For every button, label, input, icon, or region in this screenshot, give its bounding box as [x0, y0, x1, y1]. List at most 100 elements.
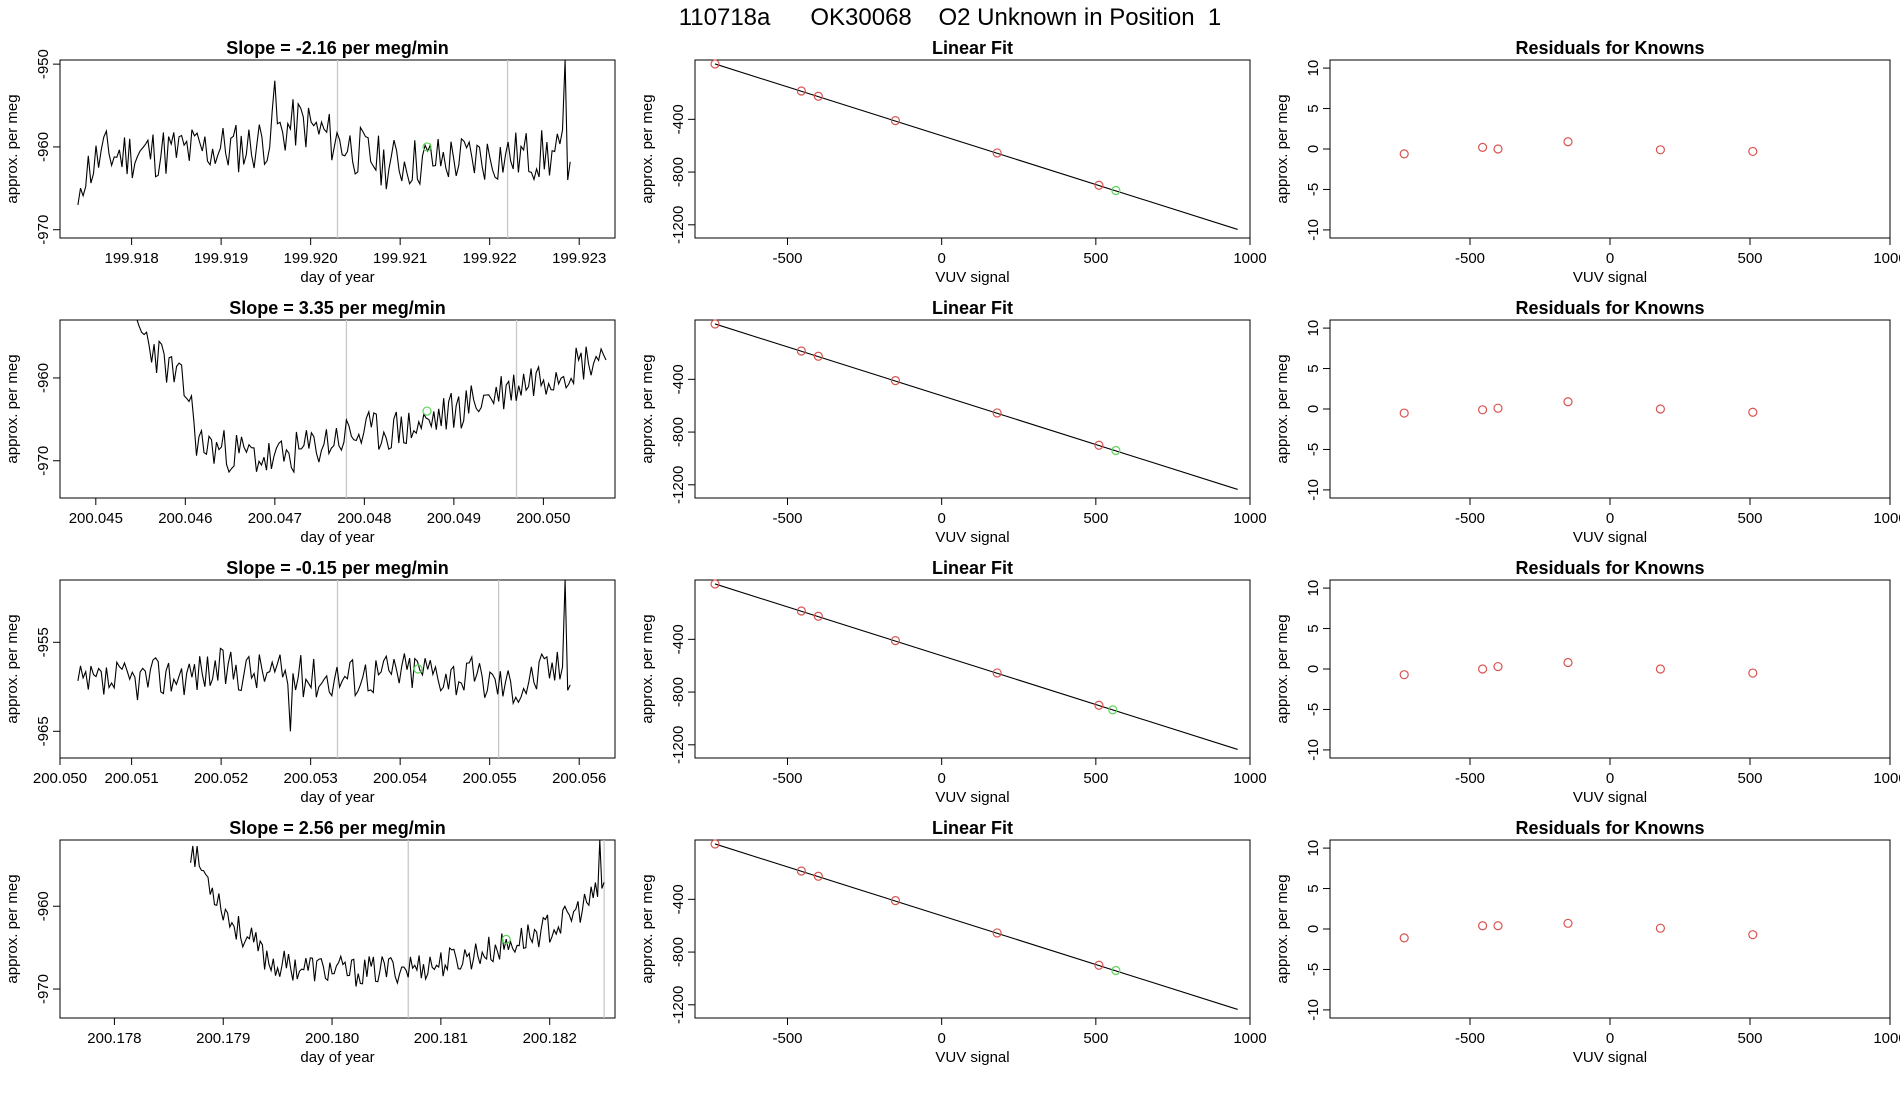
panel-r2c0-xtick-label: 200.053 — [284, 770, 338, 787]
panel-r1c1-known-point — [710, 319, 720, 329]
panel-r1c2-known-point — [1493, 403, 1503, 413]
panel-r1c1-unknown-point — [1111, 445, 1121, 456]
panel-r0c2-known-point — [1748, 146, 1758, 157]
panel-r0c0-unknown-point — [422, 142, 432, 152]
panel-r0c0-xlabel: day of year — [300, 269, 374, 286]
panel-r2c2-xtick-label: -500 — [1455, 770, 1485, 787]
panel-r2c1-known-point — [813, 611, 823, 621]
panel-r1c1-xtick-label: 500 — [1083, 510, 1108, 527]
panel-r1c2-xtick-label: -500 — [1455, 510, 1485, 527]
panel-r3c0-xtick-label: 200.181 — [414, 1030, 468, 1047]
panel-r0c2-ytick-label: 10 — [1305, 60, 1322, 77]
panel-r3c2-ytick-label: 0 — [1305, 925, 1322, 933]
panel-r3c1-xtick-label: 0 — [937, 1030, 945, 1047]
panel-r1c0-xtick-label: 200.048 — [337, 510, 391, 527]
panel-r2c0-ytick-label: -955 — [35, 627, 52, 657]
panel-r1c1-ytick-label: -400 — [670, 364, 687, 394]
panel-r1c2-xtick-label: 1000 — [1873, 510, 1900, 527]
panel-r3c1-ytick-label: -800 — [670, 937, 687, 967]
panel-r1c2-ytick-label: -10 — [1305, 479, 1322, 501]
panel-r3c1-known-point — [813, 871, 823, 881]
panel-r3c0-xlabel: day of year — [300, 1049, 374, 1066]
panel-r3c0-series-line — [190, 840, 605, 987]
panel-r0c0-ytick-label: -950 — [35, 49, 52, 79]
panel-r0c1-xtick-label: 500 — [1083, 250, 1108, 267]
panel-r2c1-title: Linear Fit — [932, 558, 1013, 578]
panel-r2c1-ytick-label: -1200 — [670, 726, 687, 764]
panel-r0c0-ylabel: approx. per meg — [4, 94, 21, 203]
panel-r2c1-frame — [694, 579, 1251, 759]
panel-r3c0-unknown-point — [501, 934, 511, 944]
panel-r2c2-title: Residuals for Knowns — [1515, 558, 1704, 578]
panel-r0c2-known-point — [1477, 142, 1488, 152]
panel-r0c1-known-point — [710, 59, 720, 69]
panel-r1c0-frame — [59, 319, 616, 499]
panel-r1c2-ytick-label: 0 — [1305, 405, 1322, 413]
panel-r3c2-xtick-label: 0 — [1606, 1030, 1614, 1047]
panel-r1c2-known-point — [1477, 405, 1488, 415]
panel-r0c1-known-point — [813, 91, 823, 101]
panel-r2c2-known-point — [1493, 661, 1503, 672]
panel-r2c2-known-point — [1655, 664, 1666, 674]
panel-r1c0-unknown-point — [422, 406, 432, 416]
panel-r3c2-xtick-label: 1000 — [1873, 1030, 1900, 1047]
panel-r2c0-title: Slope = -0.15 per meg/min — [226, 558, 449, 578]
panel-r2c0-xtick-label: 200.056 — [552, 770, 606, 787]
panel-r1c2-frame — [1329, 319, 1891, 499]
panel-r3c1-xlabel: VUV signal — [935, 1049, 1009, 1066]
panel-r2c0-ytick-label: -965 — [35, 716, 52, 746]
panel-r1c2-title: Residuals for Knowns — [1515, 298, 1704, 318]
panel-r2c2-known-point — [1477, 664, 1488, 674]
panel-r0c0-xtick-label: 199.922 — [463, 250, 517, 267]
panel-r3c0-xtick-label: 200.182 — [523, 1030, 577, 1047]
panel-r3c1-xtick-label: 1000 — [1233, 1030, 1266, 1047]
panel-r1c0-title: Slope = 3.35 per meg/min — [229, 298, 446, 318]
panel-r3c2-title: Residuals for Knowns — [1515, 818, 1704, 838]
panel-r3c1-fit-line — [714, 843, 1238, 1010]
panel-r2c2-xtick-label: 500 — [1737, 770, 1762, 787]
panel-r3c1-ytick-label: -1200 — [670, 986, 687, 1024]
panel-r0c1-xtick-label: 0 — [937, 250, 945, 267]
panel-r0c1-title: Linear Fit — [932, 38, 1013, 58]
panel-r1c0-xtick-label: 200.046 — [158, 510, 212, 527]
page-title: 110718a OK30068 O2 Unknown in Position 1 — [678, 4, 1222, 31]
panel-r0c1-unknown-point — [1111, 185, 1121, 196]
panel-r0c2-ytick-label: 5 — [1305, 104, 1322, 112]
panel-r1c2-xtick-label: 500 — [1737, 510, 1762, 527]
panel-r1c2-ytick-label: 10 — [1305, 320, 1322, 337]
panel-r0c1-xtick-label: 1000 — [1233, 250, 1266, 267]
panel-r0c0-ytick-label: -970 — [35, 215, 52, 245]
panel-r1c0-series-line — [136, 320, 607, 474]
panel-r1c1-known-point — [890, 376, 901, 386]
panel-r2c0-xtick-label: 200.051 — [104, 770, 158, 787]
panel-r0c2-ytick-label: -5 — [1305, 183, 1322, 196]
panel-r0c0-xtick-label: 199.921 — [373, 250, 427, 267]
panel-r3c0-ytick-label: -960 — [35, 891, 52, 921]
panel-r0c2-known-point — [1655, 145, 1666, 155]
panel-r3c1-unknown-point — [1111, 965, 1121, 976]
panel-r2c2-xtick-label: 1000 — [1873, 770, 1900, 787]
panel-r3c1-ytick-label: -400 — [670, 884, 687, 914]
panel-r3c0-xtick-label: 200.180 — [305, 1030, 359, 1047]
panel-r3c1-known-point — [1094, 960, 1104, 970]
panel-r3c1-known-point — [890, 896, 901, 906]
panel-r1c1-known-point — [796, 346, 806, 356]
panel-r3c1-known-point — [796, 866, 806, 876]
panel-r3c2-known-point — [1399, 933, 1409, 943]
panel-r2c1-xtick-label: 1000 — [1233, 770, 1266, 787]
panel-r3c0-xtick-label: 200.179 — [196, 1030, 250, 1047]
panel-r2c0-xtick-label: 200.052 — [194, 770, 248, 787]
panel-r0c0-ytick-label: -960 — [35, 132, 52, 162]
panel-r3c1-known-point — [710, 839, 720, 849]
panel-r2c0-xtick-label: 200.055 — [463, 770, 517, 787]
panel-r2c1-known-point — [992, 668, 1002, 678]
panel-r0c2-xtick-label: 1000 — [1873, 250, 1900, 267]
panel-r2c2-ytick-label: 10 — [1305, 580, 1322, 597]
panel-r0c2-frame — [1329, 59, 1891, 239]
panel-r0c2-ytick-label: -10 — [1305, 219, 1322, 241]
panel-r3c2-xlabel: VUV signal — [1573, 1049, 1647, 1066]
panel-r3c2-ytick-label: -5 — [1305, 963, 1322, 976]
panel-r2c2-ytick-label: -10 — [1305, 739, 1322, 761]
panel-r1c2-known-point — [1748, 407, 1758, 417]
